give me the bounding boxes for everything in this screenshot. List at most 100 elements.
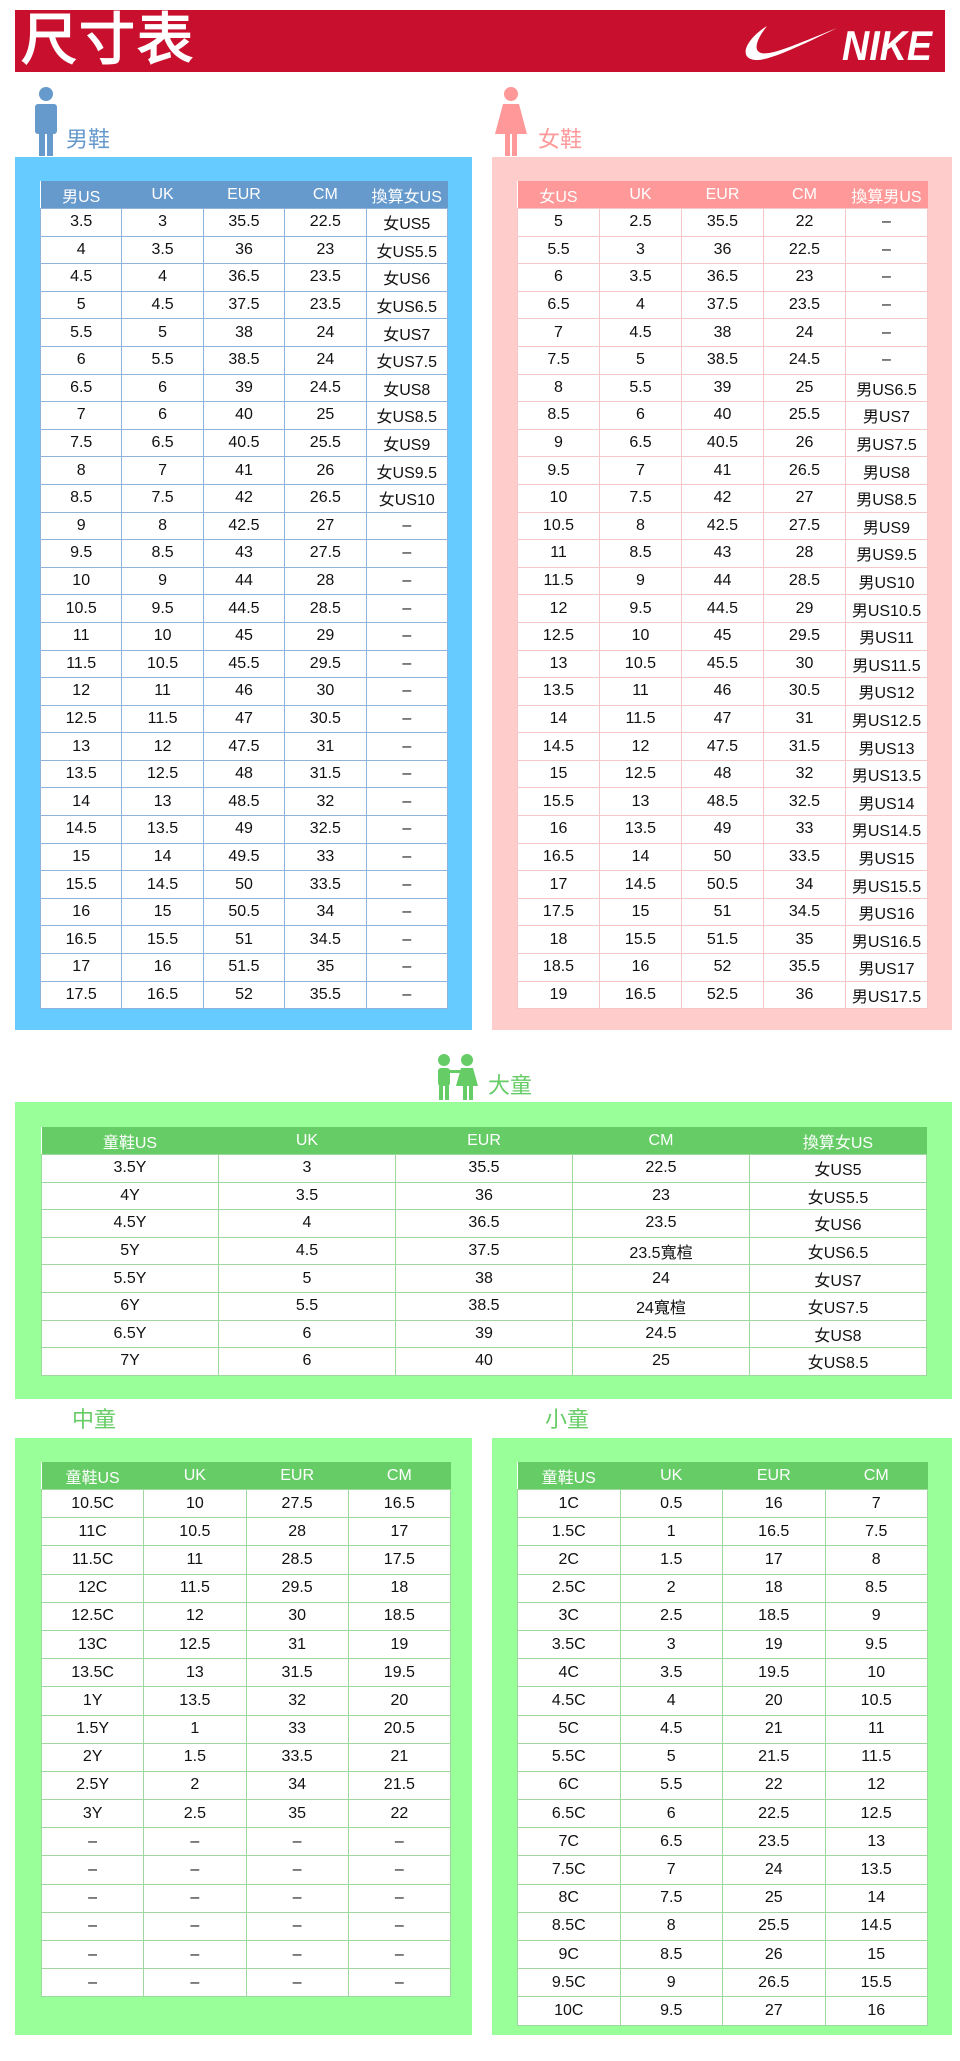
table-cell: 23.5	[763, 290, 846, 320]
table-cell: 49	[681, 815, 764, 844]
table-cell: 4.5C	[517, 1686, 621, 1716]
table-cell: 10C	[517, 1996, 621, 2026]
table-cell: 12.5	[121, 759, 204, 789]
table-cell: 39	[395, 1319, 573, 1349]
table-cell: 1.5	[619, 1545, 723, 1575]
table-cell: 44.5	[202, 594, 286, 623]
table-cell: 男US16.5	[845, 925, 928, 955]
table-cell: 13.5	[517, 677, 600, 706]
table-row: 14.5 13.5 49 32.5–	[39, 815, 449, 844]
table-cell: 42.5	[681, 511, 764, 541]
table-cell: 4	[121, 263, 204, 292]
table-row: 5.5Y 5 38 24 女US7	[41, 1264, 927, 1293]
kids-icon	[438, 1054, 478, 1100]
table-cell: 48.5	[681, 787, 764, 817]
table-cell: 12.5	[517, 621, 600, 651]
table-cell: 16.5	[722, 1517, 826, 1547]
table-cell: 13C	[40, 1629, 145, 1660]
table-cell: 13	[517, 649, 600, 679]
table-cell: 13	[599, 787, 682, 817]
table-cell: 7	[39, 401, 123, 430]
man-icon	[35, 87, 57, 156]
table-cell: 16	[121, 953, 204, 982]
table-cell: 10	[517, 483, 600, 513]
table-row: 18 15.5 51.5 35 男US16.5	[517, 925, 928, 955]
table-cell: 33	[284, 842, 367, 872]
table-cell: 2C	[517, 1545, 621, 1575]
table-cell: 4	[39, 235, 123, 265]
table-cell: –	[347, 1939, 452, 1970]
table-cell: 27.5	[284, 539, 367, 568]
table-cell: 26.5	[284, 483, 367, 513]
table-row: 12C 11.5 29.5 18	[40, 1573, 452, 1603]
table-cell: 1.5C	[517, 1517, 621, 1547]
table-row: 11.5 9 44 28.5 男US10	[517, 566, 928, 596]
table-row: 4Y 3.5 36 23 女US5.5	[41, 1181, 927, 1211]
table-cell: 4	[599, 290, 682, 320]
table-row: 11 10 45 29–	[39, 621, 449, 651]
table-row: 8.5 6 40 25.5 男US7	[517, 401, 928, 430]
table-row: 8C 7.5 25 14	[517, 1883, 928, 1913]
table-header-row: 女US UK EUR CM 換算男US	[517, 181, 928, 209]
table-cell: 17.5	[39, 980, 123, 1010]
table-row: 4.5Y 4 36.5 23.5 女US6	[41, 1209, 927, 1238]
table-cell: –	[365, 759, 449, 789]
table-cell: 3	[121, 208, 204, 237]
table-cell: 17	[722, 1545, 826, 1575]
table-row: – – – –	[40, 1883, 452, 1913]
table-cell: 31.5	[245, 1658, 349, 1688]
table-cell: 25	[722, 1883, 826, 1913]
table-cell: 11	[121, 677, 204, 706]
table-row: 10 9 44 28–	[39, 566, 449, 596]
table-cell: 36	[202, 235, 286, 265]
table-row: 10.5 9.5 44.5 28.5–	[39, 594, 449, 623]
table-cell: 32	[245, 1686, 349, 1716]
table-cell: 男US10	[845, 566, 928, 596]
table-cell: 25.5	[284, 428, 367, 458]
table-cell: –	[365, 842, 449, 872]
table-cell: 2.5	[143, 1799, 247, 1829]
table-cell: 15.5	[121, 925, 204, 955]
table-cell: 31	[763, 704, 846, 734]
table-cell: 44	[681, 566, 764, 596]
table-cell: 21	[347, 1742, 452, 1772]
table-cell: 50	[681, 842, 764, 872]
table-cell: –	[365, 953, 449, 982]
table-cell: 8C	[517, 1883, 621, 1913]
table-cell: 23.5寬楦	[572, 1236, 750, 1266]
table-cell: –	[365, 621, 449, 651]
table-cell: 28	[245, 1517, 349, 1547]
table-cell: 39	[202, 373, 286, 403]
table-cell: 24.5	[572, 1319, 750, 1349]
table-cell: 22.5	[763, 235, 846, 265]
table-cell: 6.5C	[517, 1799, 621, 1829]
table-row: 14 11.5 47 31 男US12.5	[517, 704, 928, 734]
table-cell: 37.5	[681, 290, 764, 320]
table-cell: 4C	[517, 1658, 621, 1688]
table-cell: 3.5	[218, 1181, 396, 1211]
table-row: 5 2.5 35.5 22–	[517, 208, 928, 237]
table-cell: 男US13	[845, 732, 928, 761]
table-row: – – – –	[40, 1939, 452, 1970]
table-cell: –	[245, 1939, 349, 1970]
table-row: 15.5 13 48.5 32.5 男US14	[517, 787, 928, 817]
table-cell: 45	[681, 621, 764, 651]
table-row: 16 13.5 49 33 男US14.5	[517, 815, 928, 844]
table-cell: 9.5	[517, 456, 600, 485]
table-cell: 11.5	[599, 704, 682, 734]
table-cell: 2.5	[619, 1601, 723, 1631]
table-cell: 32	[284, 787, 367, 817]
table-cell: 19.5	[722, 1658, 826, 1688]
table-cell: 女US8	[365, 373, 449, 403]
table-row: 12 11 46 30–	[39, 677, 449, 706]
table-cell: –	[245, 1827, 349, 1857]
table-cell: 11.5	[121, 704, 204, 734]
table-cell: 34.5	[763, 897, 846, 927]
table-cell: 男US12	[845, 677, 928, 706]
table-cell: 男US14	[845, 787, 928, 817]
table-cell: 29.5	[284, 649, 367, 679]
table-cell: 女US9	[365, 428, 449, 458]
table-cell: 42.5	[202, 511, 286, 541]
table-cell: 6	[218, 1319, 396, 1349]
table-cell: 51	[681, 897, 764, 927]
